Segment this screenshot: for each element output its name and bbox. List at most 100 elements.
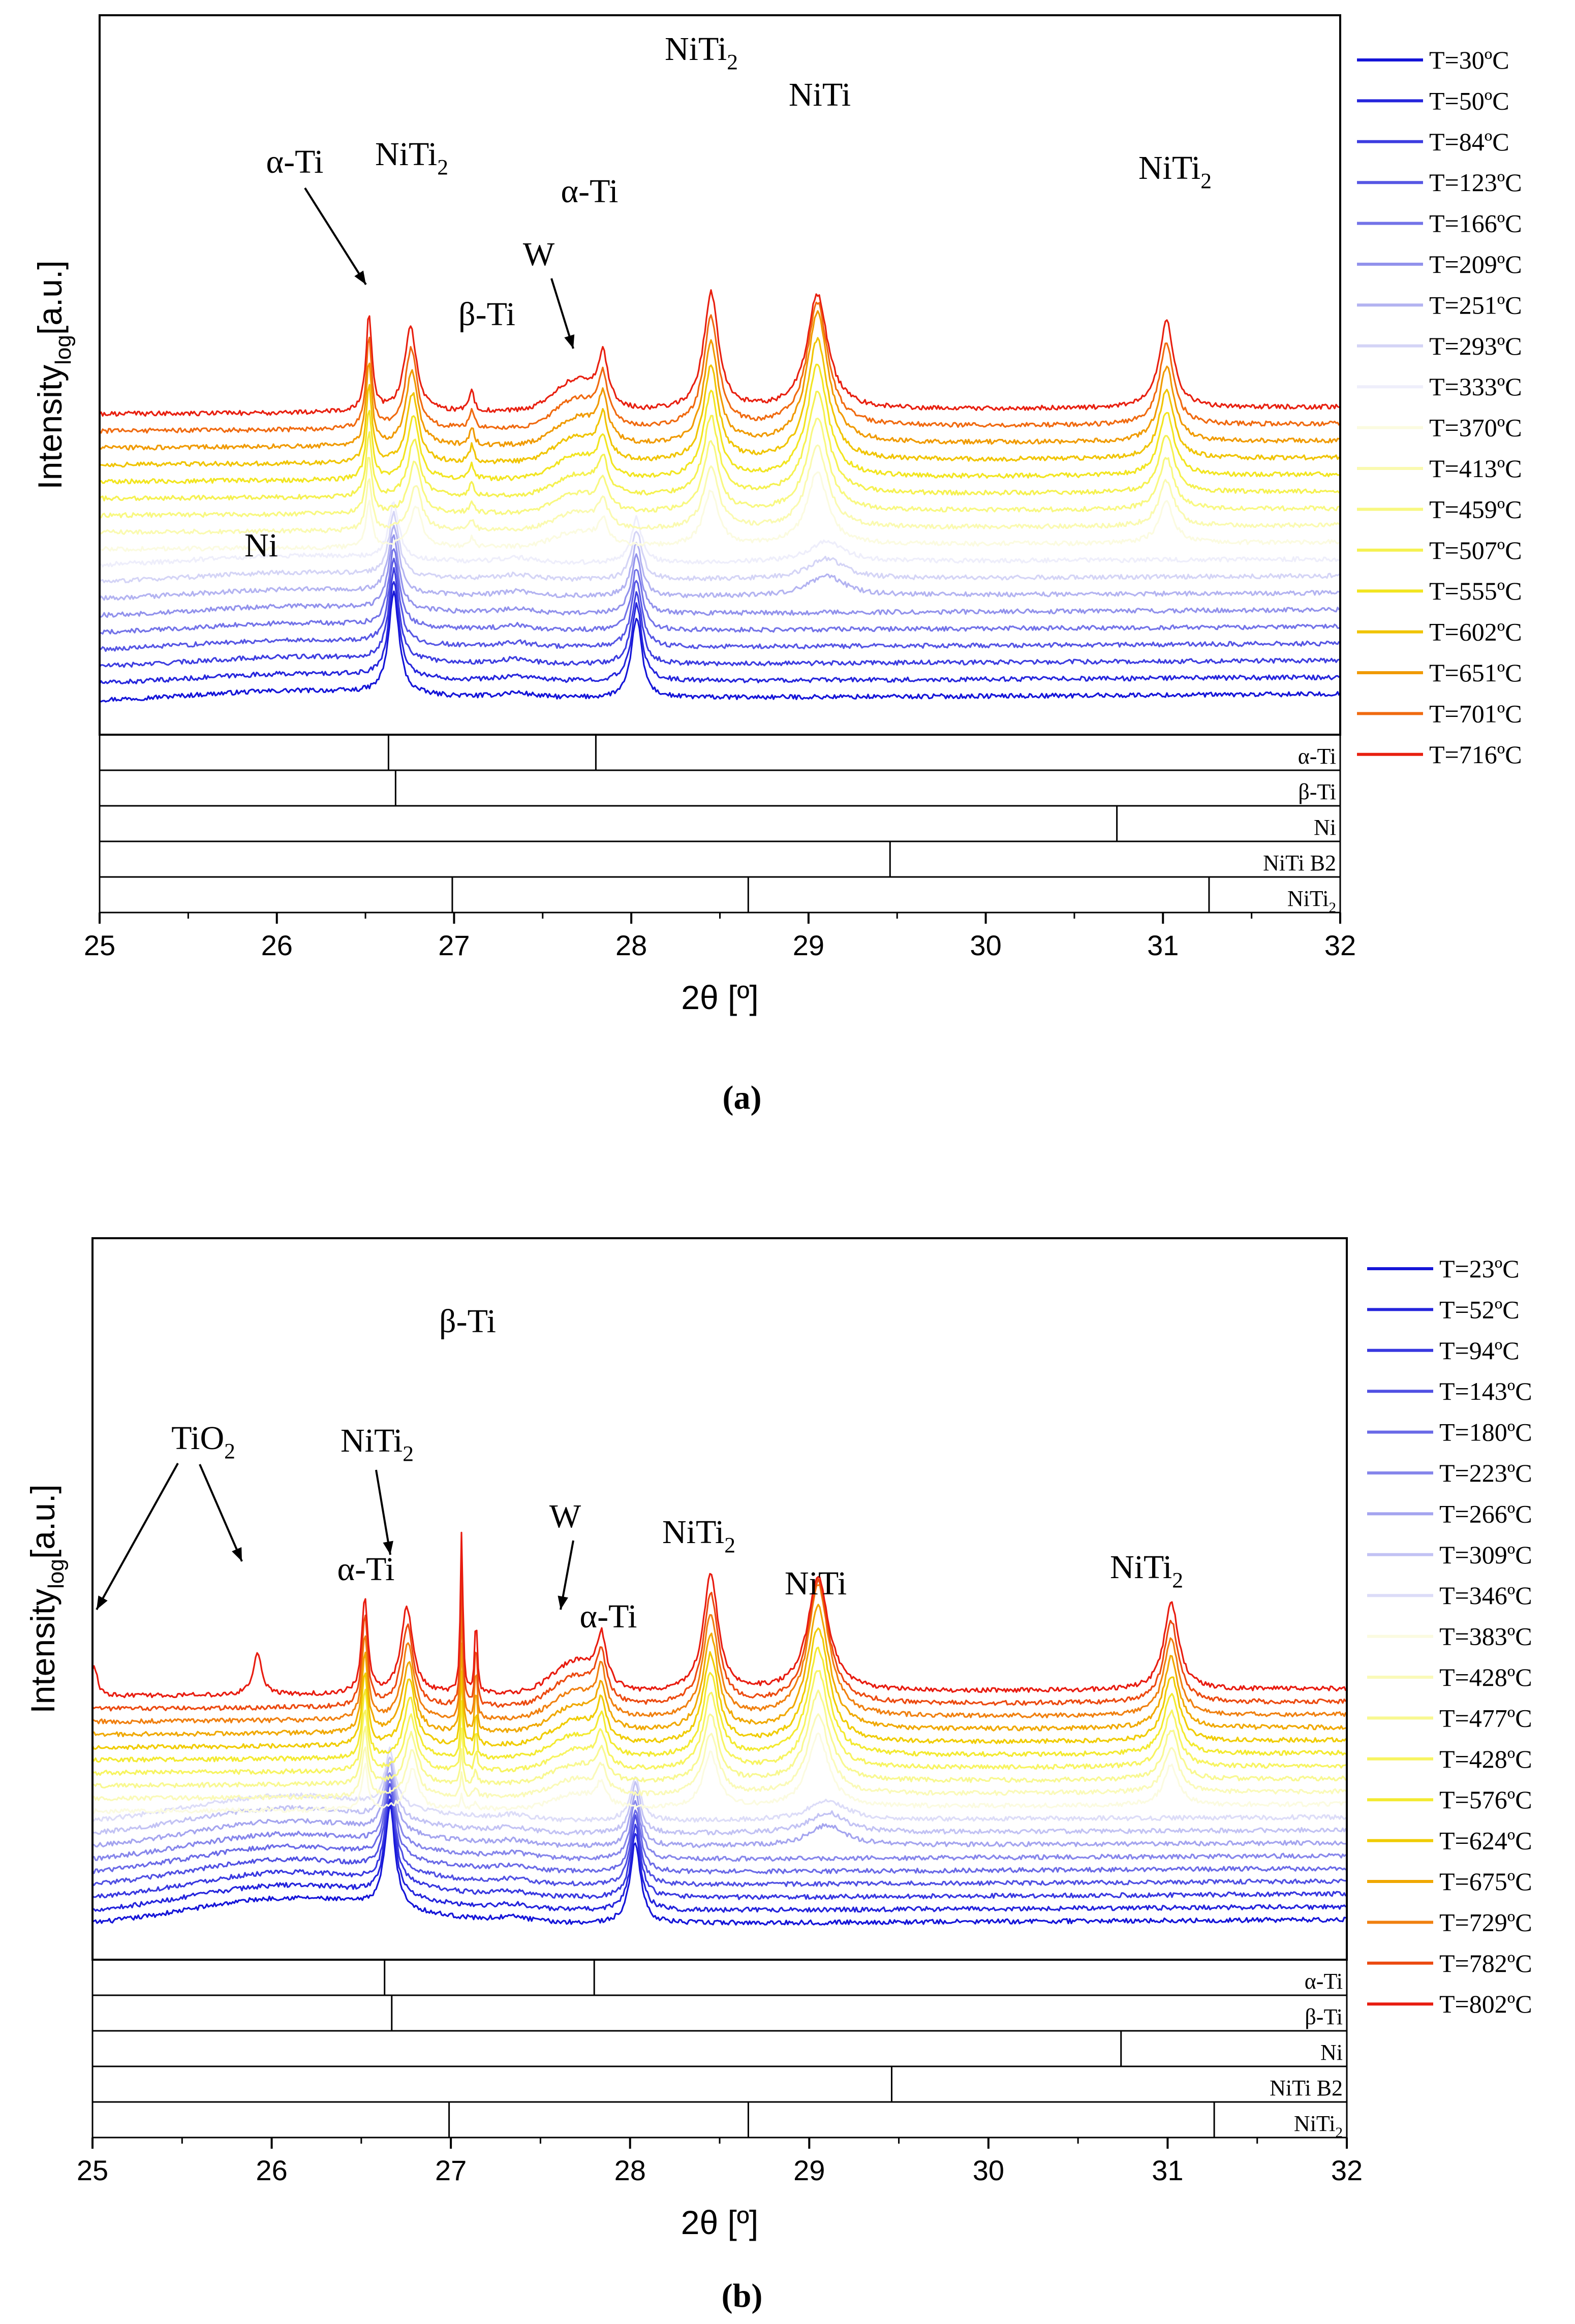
series-line-b-8 <box>92 1746 1347 1823</box>
series-line-a-11 <box>100 417 1340 519</box>
x-axis-label: 2θ [º] <box>681 979 759 1016</box>
legend-label-1: T=52ºC <box>1439 1295 1520 1324</box>
series-line-a-14 <box>100 337 1340 468</box>
annotation-arrowhead-3-0 <box>564 334 575 349</box>
reference-row-3 <box>99 840 1341 878</box>
legend-label-12: T=507ºC <box>1429 536 1522 564</box>
legend-label-16: T=701ºC <box>1429 699 1522 728</box>
reference-label-4-sub: 2 <box>1329 899 1336 916</box>
y-axis-label-main: Intensity <box>31 365 69 490</box>
series-group <box>100 289 1340 703</box>
series-line-b-12 <box>92 1670 1346 1776</box>
reference-label-4-sub: 2 <box>1335 2124 1343 2141</box>
peak-label-5: NiTi2 <box>665 30 738 74</box>
annotation-arrowhead-0-1 <box>232 1547 242 1561</box>
peak-label-1-sub: 2 <box>437 155 448 179</box>
series-line-a-12 <box>100 391 1340 501</box>
series-line-b-1 <box>92 1798 1347 1913</box>
legend-label-11: T=477ºC <box>1439 1704 1532 1732</box>
x-tick-label-7: 32 <box>1331 2154 1363 2186</box>
annotation-arrowhead-0-0 <box>354 270 366 285</box>
peak-label-2-main: NiTi <box>341 1422 403 1459</box>
legend-label-9: T=383ºC <box>1439 1622 1532 1651</box>
reference-row-2 <box>99 805 1341 842</box>
reference-label-0: α-Ti <box>1298 744 1336 769</box>
x-tick-label-6: 31 <box>1152 2154 1183 2186</box>
series-line-a-15 <box>100 310 1340 451</box>
legend-label-13: T=555ºC <box>1429 577 1522 605</box>
reference-row-4 <box>99 876 1341 914</box>
legend-label-12: T=428ºC <box>1439 1745 1532 1773</box>
series-line-a-2 <box>100 567 1340 668</box>
x-tick-label-5: 30 <box>973 2154 1004 2186</box>
legend-label-8: T=346ºC <box>1439 1581 1532 1610</box>
series-line-a-13 <box>100 363 1340 485</box>
peak-label-2: NiTi2 <box>341 1422 414 1466</box>
legend-label-15: T=675ºC <box>1439 1867 1532 1896</box>
legend-label-10: T=428ºC <box>1439 1663 1532 1691</box>
reference-row-0 <box>99 734 1341 771</box>
x-tick-label-2: 27 <box>438 929 470 961</box>
reference-row-4 <box>91 2101 1348 2139</box>
y-axis-label: Intensitylog[a.u.] <box>24 1484 69 1713</box>
peak-label-2-sub: 2 <box>403 1441 414 1466</box>
peak-label-5-sub: 2 <box>727 50 738 74</box>
peak-label-7-main: NiTi <box>785 1565 847 1602</box>
peak-label-0: α-Ti <box>266 143 324 180</box>
reference-row-1 <box>99 769 1341 807</box>
legend-label-3: T=143ºC <box>1439 1377 1532 1405</box>
series-group <box>92 1531 1347 1926</box>
peak-label-1: NiTi2 <box>375 136 448 179</box>
reference-label-0-main: α-Ti <box>1305 1969 1343 1994</box>
series-line-a-4 <box>100 548 1340 635</box>
y-axis-label-sub: log <box>44 1559 69 1589</box>
peak-label-4: W <box>549 1498 581 1535</box>
series-line-b-5 <box>92 1772 1347 1862</box>
series-line-b-4 <box>92 1777 1347 1875</box>
reference-label-2-main: Ni <box>1320 2040 1343 2065</box>
annotation-arrow-2-0 <box>375 1469 391 1555</box>
series-line-a-8 <box>100 501 1340 568</box>
x-tick-label-5: 30 <box>970 929 1001 961</box>
series-line-b-18 <box>92 1531 1347 1699</box>
reference-label-2-main: Ni <box>1314 815 1336 840</box>
reference-label-3: NiTi B2 <box>1263 851 1336 875</box>
peak-label-0: TiO2 <box>171 1420 235 1463</box>
peak-label-1: α-Ti <box>337 1551 395 1588</box>
x-axis-label: 2θ [º] <box>681 2204 759 2241</box>
x-tick-label-3: 28 <box>614 2154 646 2186</box>
peak-label-6-main: NiTi <box>662 1514 724 1551</box>
peak-label-8: NiTi2 <box>1110 1549 1183 1592</box>
reference-label-3-main: NiTi B2 <box>1270 2076 1343 2100</box>
legend-label-8: T=333ºC <box>1429 372 1522 401</box>
annotation-arrow-0-0 <box>96 1463 179 1610</box>
reference-label-4: NiTi2 <box>1287 886 1336 916</box>
peak-label-3: β-Ti <box>439 1303 496 1340</box>
peak-label-7: NiTi2 <box>1138 149 1212 193</box>
reference-label-0: α-Ti <box>1305 1969 1343 1994</box>
legend-label-13: T=576ºC <box>1439 1785 1532 1814</box>
reference-label-1: β-Ti <box>1298 779 1336 804</box>
series-line-a-0 <box>100 590 1340 703</box>
peak-label-3-main: β-Ti <box>439 1303 496 1340</box>
series-line-b-14 <box>92 1627 1347 1750</box>
legend-label-14: T=624ºC <box>1439 1827 1532 1855</box>
x-tick-label-1: 26 <box>261 929 293 961</box>
annotation-arrowhead-2-0 <box>383 1541 393 1555</box>
peak-label-7-sub: 2 <box>1200 169 1212 193</box>
annotation-arrow-0-1 <box>199 1464 243 1562</box>
legend-label-3: T=123ºC <box>1429 168 1522 197</box>
peak-label-1-main: NiTi <box>375 136 437 173</box>
reference-label-2: Ni <box>1320 2040 1343 2065</box>
peak-label-8-main: NiTi <box>1110 1549 1172 1586</box>
x-tick-label-7: 32 <box>1324 929 1356 961</box>
x-tick-label-6: 31 <box>1147 929 1179 961</box>
peak-label-3-main: W <box>523 236 555 273</box>
peak-label-0-sub: 2 <box>224 1439 235 1463</box>
plot-frame <box>91 1237 1348 1961</box>
peak-label-4-main: W <box>549 1498 581 1535</box>
peak-label-2: β-Ti <box>458 296 515 333</box>
reference-label-3-main: NiTi B2 <box>1263 851 1336 875</box>
